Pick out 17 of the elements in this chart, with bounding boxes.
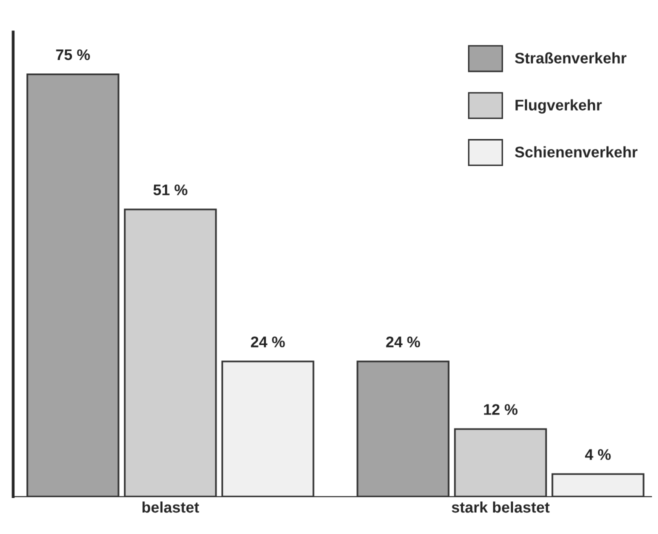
data-label: 51 %: [153, 184, 188, 196]
legend-label: Straßenverkehr: [514, 52, 626, 64]
data-label: 12 %: [484, 404, 518, 415]
data-label: 4 %: [585, 449, 611, 460]
bar: [454, 428, 547, 497]
x-tick-label: stark belastet: [452, 501, 550, 513]
bar: [26, 73, 120, 497]
bar: [124, 208, 217, 497]
legend-label: Flugverkehr: [516, 99, 602, 114]
data-label: 75 %: [56, 49, 90, 60]
bar: [552, 473, 644, 497]
data-label: 24 %: [250, 336, 285, 348]
legend-label: Schienenverkehr: [514, 146, 638, 158]
bar: [356, 360, 450, 497]
x-tick-label: belastet: [142, 501, 200, 513]
bar: [221, 360, 314, 497]
data-label: 24 %: [386, 336, 420, 348]
